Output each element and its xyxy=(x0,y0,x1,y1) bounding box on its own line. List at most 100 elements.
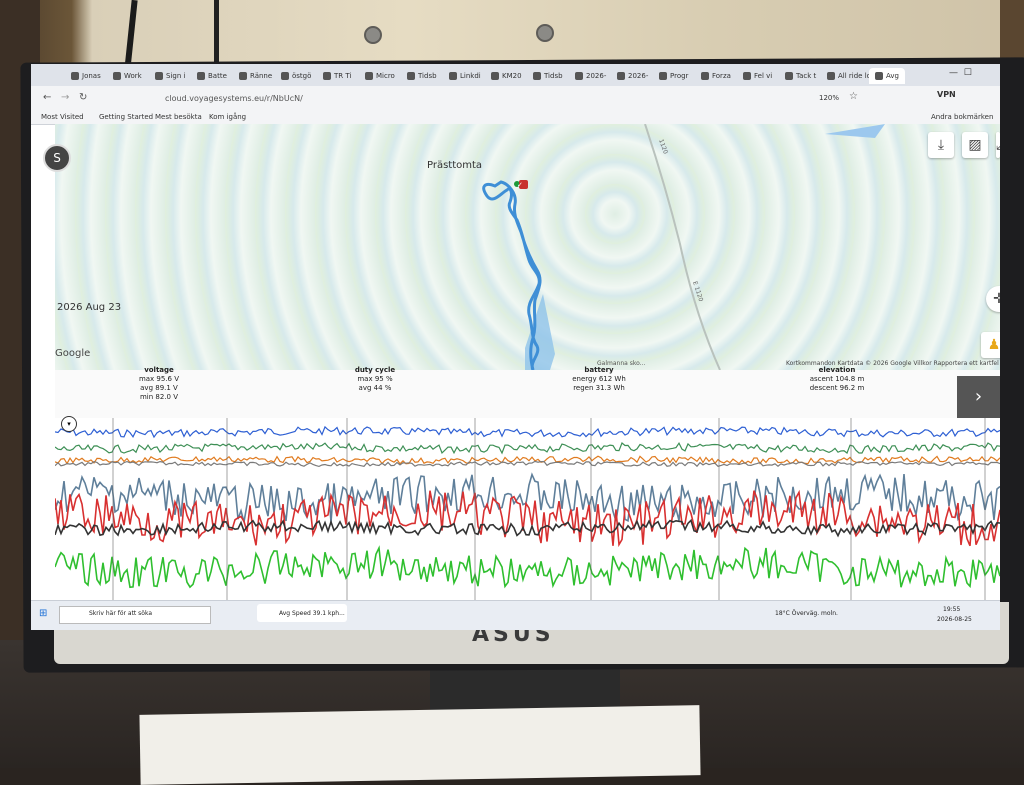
browser-tab[interactable]: TR Ti xyxy=(323,68,351,84)
wall-bolt xyxy=(364,26,382,44)
ride-date: 2026 Aug 23 xyxy=(57,302,122,313)
stat-title: voltage xyxy=(144,366,174,374)
zoom-level[interactable]: 120% xyxy=(819,94,840,102)
lake xyxy=(825,124,885,138)
tab-label: KM20 xyxy=(502,72,522,80)
tab-bar xyxy=(31,64,1000,86)
tab-favicon-icon xyxy=(785,72,793,80)
tab-favicon-icon xyxy=(155,72,163,80)
taskbar-date[interactable]: 2026-08-25 xyxy=(937,616,972,623)
back-icon[interactable]: ← xyxy=(43,92,52,103)
stats-panel xyxy=(55,370,1000,418)
telemetry-trace xyxy=(55,455,1000,465)
tab-favicon-icon xyxy=(659,72,667,80)
wall-bolt xyxy=(536,24,554,42)
browser-tab[interactable]: Fel vi xyxy=(743,68,772,84)
telemetry-chart[interactable] xyxy=(55,418,1000,600)
tab-favicon-icon xyxy=(365,72,373,80)
start-marker xyxy=(514,181,520,187)
bookmark-most-visited[interactable]: Most Visited xyxy=(41,113,84,121)
map-attribution[interactable]: Kortkommandon Kartdata © 2026 Google Vil… xyxy=(786,360,999,367)
browser-tab[interactable]: Sign i xyxy=(155,68,185,84)
download-icon[interactable]: ⤓ xyxy=(928,132,954,158)
tab-favicon-icon xyxy=(407,72,415,80)
other-bookmarks[interactable]: Andra bokmärken xyxy=(931,113,994,121)
browser-tab[interactable]: KM20 xyxy=(491,68,522,84)
stat-value: ascent 104.8 m xyxy=(809,375,865,383)
telemetry-trace xyxy=(55,489,1000,548)
map-overlay: ✓ 1120 E 1120 xyxy=(482,124,885,370)
bookmark-kom-igang[interactable]: Kom igång xyxy=(209,113,247,121)
telemetry-chart-plot[interactable] xyxy=(55,418,1000,600)
google-logo: Google xyxy=(55,348,91,359)
browser-tab[interactable]: Tidsb xyxy=(407,68,437,84)
browser-tab[interactable]: Forza xyxy=(701,68,731,84)
browser-tab[interactable]: Tidsb xyxy=(533,68,563,84)
pegman-icon[interactable]: ♟ xyxy=(981,332,1000,358)
telemetry-trace xyxy=(55,460,1000,468)
reload-icon[interactable]: ↻ xyxy=(79,92,88,103)
taskbar-search[interactable] xyxy=(59,606,211,624)
browser-tab[interactable]: Jonas xyxy=(71,68,101,84)
stat-value: avg 89.1 V xyxy=(140,384,178,392)
tab-favicon-icon xyxy=(827,72,835,80)
forward-icon[interactable]: → xyxy=(61,92,70,103)
browser-tab[interactable]: Work xyxy=(113,68,142,84)
windows-start-icon[interactable]: ⊞ xyxy=(39,608,48,619)
tab-label: 2026- xyxy=(628,72,649,80)
app-logo-icon[interactable]: S xyxy=(43,144,71,172)
browser-tab[interactable]: Linkdi xyxy=(449,68,481,84)
tab-label: All ride lo xyxy=(838,72,871,80)
taskbar-weather[interactable]: 18°C Överväg. moln. xyxy=(775,610,838,617)
vpn-button[interactable]: VPN xyxy=(937,90,956,99)
stat-value: energy 612 Wh xyxy=(572,375,626,383)
tab-label: Linkdi xyxy=(460,72,481,80)
taskbar-window-button[interactable] xyxy=(257,604,347,622)
taskbar-window-title[interactable]: Avg Speed 39.1 kph... xyxy=(279,610,345,617)
star-icon[interactable]: ☆ xyxy=(849,91,858,102)
telemetry-trace xyxy=(55,545,1000,589)
route-track xyxy=(482,180,542,370)
tab-label: Avg xyxy=(886,72,899,80)
browser-tab[interactable]: Avg xyxy=(869,68,905,84)
next-button[interactable]: › xyxy=(957,376,1000,418)
browser-tab[interactable]: 2026- xyxy=(575,68,606,84)
end-marker xyxy=(519,180,528,189)
address-bar[interactable]: cloud.voyagesystems.eu/r/NbUcN/ xyxy=(165,94,303,103)
browser-tab[interactable]: Ränne xyxy=(239,68,272,84)
browser-tab[interactable]: Batte xyxy=(197,68,227,84)
tab-label: Work xyxy=(124,72,142,80)
map-bottom-label: Galmanna sko... xyxy=(597,360,646,367)
chevron-down-icon[interactable]: ▾ xyxy=(61,416,77,432)
cable xyxy=(214,0,219,70)
browser-tab[interactable]: östgö xyxy=(281,68,311,84)
stat-duty-cycle: duty cycle max 95 % avg 44 % xyxy=(345,366,405,393)
tab-label: Progr xyxy=(670,72,689,80)
taskbar-search-placeholder[interactable]: Skriv här för att söka xyxy=(89,610,153,617)
tab-label: Jonas xyxy=(82,72,101,80)
tab-label: Batte xyxy=(208,72,227,80)
tab-label: Micro xyxy=(376,72,395,80)
browser-tab[interactable]: 2026- xyxy=(617,68,648,84)
telemetry-trace xyxy=(55,425,1000,439)
compass-icon[interactable]: ✛ xyxy=(986,286,1000,312)
bookmark-getting-started[interactable]: Getting Started xyxy=(99,113,154,121)
stat-value: min 82.0 V xyxy=(139,393,179,401)
browser-tab[interactable]: Micro xyxy=(365,68,395,84)
browser-tab[interactable]: Progr xyxy=(659,68,688,84)
tab-label: Forza xyxy=(712,72,731,80)
image-icon[interactable]: ▨ xyxy=(962,132,988,158)
tab-label: Sign i xyxy=(166,72,186,80)
fullscreen-icon[interactable]: ⤢ xyxy=(996,132,1000,158)
tab-favicon-icon xyxy=(71,72,79,80)
bookmark-mest-besokta[interactable]: Mest besökta xyxy=(155,113,202,121)
tab-label: Tidsb xyxy=(418,72,437,80)
nav-bar xyxy=(31,86,1000,110)
browser-tab[interactable]: Tack t xyxy=(785,68,816,84)
tab-label: 2026- xyxy=(586,72,607,80)
browser-tab[interactable]: All ride lo xyxy=(827,68,871,84)
tab-favicon-icon xyxy=(491,72,499,80)
taskbar-time[interactable]: 19:55 xyxy=(943,606,961,613)
window-controls[interactable]: — ☐ xyxy=(949,68,972,78)
road xyxy=(644,124,721,370)
